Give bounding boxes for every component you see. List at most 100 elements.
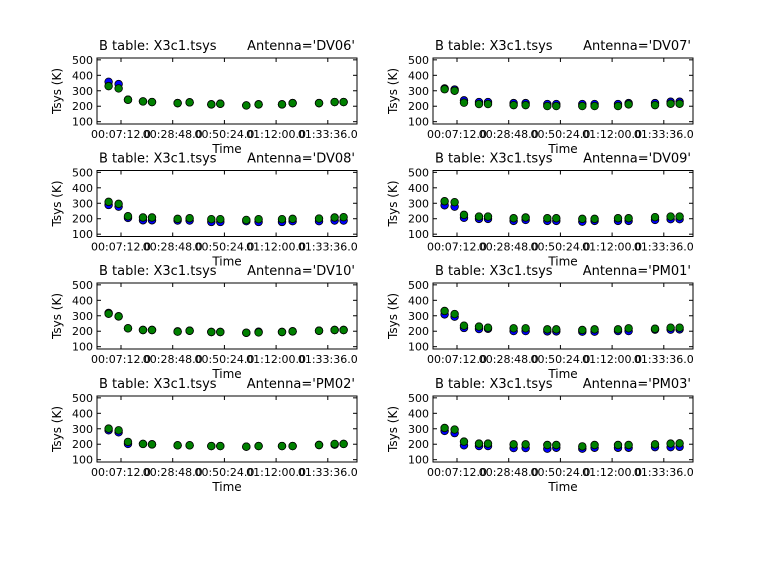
x-tick-label: 01:33:36.0	[634, 353, 694, 366]
y-tick-label: 100	[72, 116, 93, 129]
green-data-point	[123, 95, 133, 104]
y-tick-label: 200	[408, 438, 429, 451]
green-data-point	[254, 100, 263, 109]
green-data-point	[314, 326, 324, 335]
y-tick-label: 200	[408, 213, 429, 226]
green-data-point	[138, 213, 148, 222]
x-tick-label: 00:28:48.0	[143, 128, 203, 141]
green-data-point	[147, 213, 157, 222]
green-data-point	[173, 98, 182, 108]
y-axis-label: Tsys (K)	[50, 181, 64, 228]
antenna-label: Antenna='DV06'	[247, 39, 355, 54]
y-tick-label: 500	[408, 392, 429, 405]
y-tick-label: 300	[408, 197, 429, 210]
axes-frame	[432, 170, 694, 237]
green-data-point	[666, 212, 675, 221]
x-tick-label: 01:12:00.0	[246, 128, 306, 141]
green-data-point	[474, 212, 484, 221]
x-tick-label: 01:12:00.0	[246, 241, 306, 254]
green-data-point	[440, 85, 449, 94]
x-tick-label: 00:07:12.0	[427, 241, 487, 254]
green-data-point	[104, 81, 113, 91]
y-tick-label: 100	[408, 454, 429, 467]
green-data-point	[216, 214, 225, 224]
x-tick-label: 00:50:24.0	[194, 466, 254, 479]
y-tick-label: 400	[72, 407, 93, 420]
x-tick-label: 00:28:48.0	[143, 241, 203, 254]
y-tick-label: 100	[408, 341, 429, 354]
green-data-point	[450, 309, 459, 319]
y-tick-label: 200	[72, 438, 93, 451]
green-data-point	[483, 99, 493, 109]
y-tick-label: 400	[408, 182, 429, 195]
x-tick-label: 00:07:12.0	[91, 128, 151, 141]
y-tick-label: 200	[72, 100, 93, 113]
axes-frame	[96, 170, 358, 237]
antenna-label: Antenna='DV08'	[247, 152, 355, 167]
x-tick-label: 01:33:36.0	[634, 241, 694, 254]
green-data-point	[578, 214, 587, 224]
green-data-point	[254, 328, 263, 337]
green-data-point	[613, 214, 623, 223]
green-data-point	[521, 213, 530, 222]
green-data-point	[339, 439, 348, 449]
green-data-point	[483, 212, 493, 221]
green-data-point	[521, 100, 530, 110]
x-tick-label: 01:12:00.0	[582, 128, 642, 141]
antenna-label: Antenna='DV07'	[583, 39, 691, 54]
green-data-point	[114, 199, 123, 209]
axes-frame	[96, 282, 358, 350]
x-tick-label: 01:33:36.0	[298, 128, 358, 141]
green-data-point	[521, 324, 530, 333]
x-tick-label: 00:28:48.0	[479, 241, 539, 254]
green-data-point	[543, 440, 552, 450]
green-data-point	[624, 324, 633, 333]
x-tick-label: 01:12:00.0	[246, 466, 306, 479]
y-tick-label: 300	[72, 85, 93, 98]
green-data-point	[207, 100, 216, 109]
x-tick-label: 00:50:24.0	[194, 128, 254, 141]
green-data-point	[147, 325, 157, 335]
subplot-antennadv07: B table: X3c1.tsys Antenna='DV07' 00:07:12…	[386, 39, 694, 156]
green-data-point	[216, 327, 225, 337]
y-tick-label: 300	[408, 310, 429, 323]
green-data-point	[185, 98, 194, 107]
y-tick-label: 400	[408, 69, 429, 82]
green-data-point	[123, 437, 133, 447]
x-tick-label: 00:50:24.0	[530, 353, 590, 366]
subplot-antennadv06: B table: X3c1.tsys Antenna='DV06' 00:07:12…	[50, 39, 358, 156]
y-tick-label: 400	[408, 294, 429, 307]
y-tick-label: 400	[72, 182, 93, 195]
subplot-antennadv10: B table: X3c1.tsys Antenna='DV10' 00:07:12…	[50, 264, 358, 381]
green-data-point	[277, 214, 287, 224]
green-data-point	[330, 213, 339, 222]
green-data-point	[288, 214, 297, 224]
green-data-point	[666, 99, 675, 108]
green-data-point	[613, 440, 623, 450]
x-axis-label: Time	[547, 255, 577, 269]
x-tick-label: 00:50:24.0	[530, 466, 590, 479]
green-data-point	[173, 441, 182, 450]
x-tick-label: 01:33:36.0	[298, 241, 358, 254]
y-tick-label: 200	[72, 325, 93, 338]
x-tick-label: 00:50:24.0	[194, 353, 254, 366]
green-data-point	[543, 325, 552, 334]
green-data-point	[339, 212, 348, 222]
green-data-point	[509, 440, 518, 449]
green-data-point	[474, 439, 484, 448]
panel-title: B table: X3c1.tsys	[99, 377, 217, 392]
y-tick-label: 100	[72, 454, 93, 467]
green-data-point	[147, 440, 157, 449]
antenna-label: Antenna='DV10'	[247, 264, 355, 279]
green-data-point	[288, 327, 297, 336]
y-tick-label: 400	[72, 294, 93, 307]
y-tick-label: 300	[72, 423, 93, 436]
green-data-point	[216, 441, 225, 451]
x-tick-label: 01:12:00.0	[246, 353, 306, 366]
y-tick-label: 300	[72, 310, 93, 323]
y-tick-label: 500	[72, 279, 93, 292]
axes-frame	[96, 395, 358, 463]
green-data-point	[440, 423, 449, 433]
green-data-point	[104, 424, 113, 433]
